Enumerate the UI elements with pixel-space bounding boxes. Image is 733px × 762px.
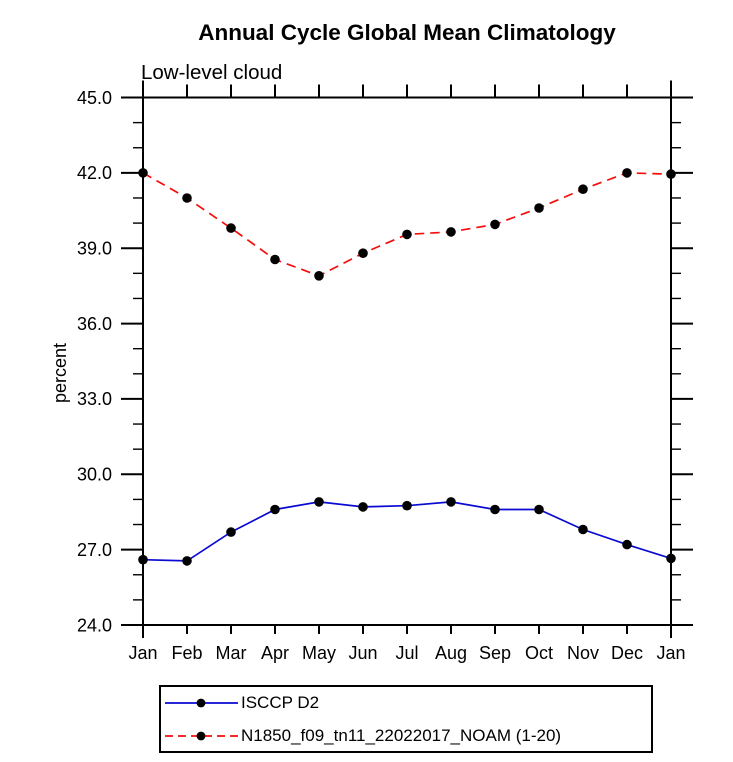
data-point-marker [446, 497, 456, 507]
legend-label-n1850: N1850_f09_tn11_22022017_NOAM (1-20) [241, 726, 562, 745]
data-point-marker [534, 504, 544, 515]
x-axis-tick-label: Jan [128, 643, 157, 663]
x-axis-tick-label: Jun [348, 643, 377, 663]
data-point-marker [358, 248, 368, 258]
y-axis-ticks [121, 96, 693, 626]
data-point-marker [578, 524, 588, 535]
x-axis-tick-label: Nov [567, 643, 599, 663]
legend-item-isccp-d2: ISCCP D2 [164, 692, 319, 714]
x-axis-tick-label: Oct [525, 643, 553, 663]
y-axis-tick-label: 39.0 [77, 239, 112, 259]
legend-label-isccp-d2: ISCCP D2 [241, 693, 320, 712]
x-axis-tick-labels: Jan Feb Mar Apr May Jun Jul Aug Sep Oct Nov Dec Jan [128, 643, 685, 663]
data-point-marker [622, 168, 632, 178]
chart-subtitle: Low-level cloud [141, 61, 283, 84]
data-point-marker [226, 223, 236, 233]
data-point-marker [666, 553, 676, 564]
x-axis-ticks [142, 80, 672, 638]
data-point-marker [314, 497, 324, 507]
x-axis-tick-label: Mar [216, 643, 247, 663]
series-line-1 [142, 172, 672, 277]
series-markers-0 [138, 497, 676, 566]
x-axis-tick-label: Jan [656, 643, 685, 663]
data-point-marker [270, 254, 280, 265]
x-axis-tick-label: Feb [171, 643, 202, 663]
series-line-0 [142, 501, 672, 562]
y-axis-tick-label: 45.0 [77, 88, 112, 108]
legend-item-n1850: N1850_f09_tn11_22022017_NOAM (1-20) [164, 725, 561, 747]
data-point-marker [490, 219, 500, 230]
y-axis-tick-label: 33.0 [77, 389, 112, 409]
data-point-marker [666, 169, 676, 179]
data-point-marker [358, 502, 368, 512]
data-point-marker [578, 184, 588, 194]
data-point-marker [402, 229, 412, 240]
x-axis-tick-label: Jul [395, 643, 418, 663]
y-axis-tick-labels: 24.0 27.0 30.0 33.0 36.0 39.0 42.0 45.0 [77, 88, 112, 635]
x-axis-tick-label: Aug [435, 643, 467, 663]
x-axis-tick-label: Dec [611, 643, 643, 663]
data-point-marker [138, 168, 148, 178]
data-point-marker [314, 271, 324, 281]
legend-line-sample-isccp-d2 [165, 698, 238, 708]
legend-sample-marker [196, 731, 206, 741]
data-point-marker [402, 500, 412, 511]
legend-box: ISCCP D2 N1850_f09_tn11_22022017_NOAM (1… [159, 685, 653, 753]
data-point-marker [534, 203, 544, 213]
plot-frame [142, 96, 672, 626]
y-axis-tick-label: 30.0 [77, 465, 112, 485]
x-axis-tick-label: May [302, 643, 336, 663]
data-point-marker [446, 227, 456, 237]
y-axis-tick-label: 27.0 [77, 540, 112, 560]
data-point-marker [270, 504, 280, 515]
legend-sample-marker [196, 698, 206, 708]
y-axis-tick-label: 24.0 [77, 615, 112, 635]
series-markers-1 [138, 168, 676, 281]
chart-title: Annual Cycle Global Mean Climatology [198, 20, 616, 45]
data-point-marker [138, 554, 148, 565]
x-axis-tick-label: Apr [261, 643, 289, 663]
data-point-marker [182, 556, 192, 566]
y-axis-tick-label: 36.0 [77, 314, 112, 334]
y-axis-label: percent [50, 342, 70, 404]
data-point-marker [490, 504, 500, 515]
data-point-marker [182, 193, 192, 203]
y-axis-tick-label: 42.0 [77, 163, 112, 183]
x-axis-tick-label: Sep [479, 643, 511, 663]
data-point-marker [622, 539, 632, 550]
data-point-marker [226, 527, 236, 537]
legend-line-sample-n1850 [165, 731, 238, 741]
